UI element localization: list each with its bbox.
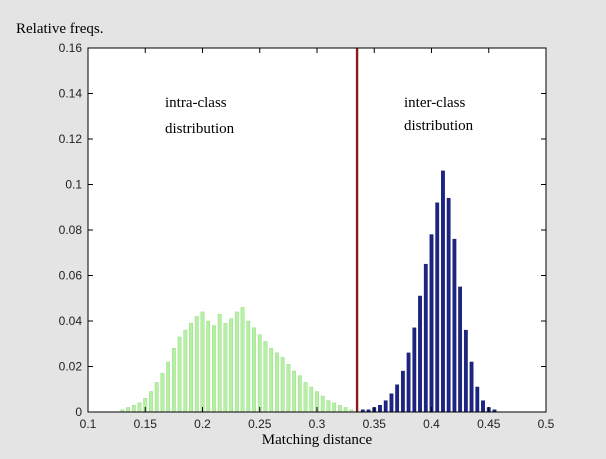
intra-class-bar [320, 395, 325, 413]
y-tick-label: 0.02 [59, 360, 83, 374]
y-tick-label: 0.04 [59, 314, 83, 328]
inter-class-bar [475, 386, 480, 413]
intra-class-bar [286, 364, 291, 413]
x-tick-label: 0.5 [538, 417, 555, 431]
inter-class-bar [418, 295, 422, 413]
inter-class-bar [406, 352, 411, 413]
intra-class-bar [171, 348, 176, 413]
x-tick-label: 0.1 [80, 417, 97, 431]
intra-class-bar [252, 327, 256, 413]
intra-class-bar [166, 361, 171, 413]
x-tick-label: 0.15 [134, 417, 158, 431]
intra-class-bar [183, 329, 188, 413]
intra-class-bar [303, 382, 308, 413]
intra-class-bar [246, 320, 251, 413]
x-axis-ticks: 0.1 0.15 0.2 0.25 0.3 0.35 0.4 0.45 0.5 [80, 48, 555, 431]
intra-class-bar [297, 375, 302, 413]
y-tick-label: 0.14 [59, 87, 83, 101]
x-tick-label: 0.45 [477, 417, 501, 431]
inter-class-bar [400, 370, 405, 413]
intra-class-bar [229, 318, 234, 413]
inter-class-bar [395, 384, 400, 413]
x-tick-label: 0.25 [248, 417, 272, 431]
intra-class-bar [263, 341, 268, 413]
intra-class-bar [234, 311, 239, 413]
inter-class-bar [412, 327, 417, 413]
inter-class-bar [383, 400, 388, 413]
inter-class-bar [441, 170, 445, 413]
inter-class-bar [469, 361, 474, 413]
intra-class-bar [343, 407, 348, 413]
y-tick-label: 0 [75, 405, 82, 419]
y-tick-label: 0.06 [59, 269, 83, 283]
x-axis-label: Matching distance [262, 432, 373, 448]
intra-class-bar [280, 357, 285, 413]
intra-class-bar [137, 402, 142, 413]
y-tick-label: 0.1 [65, 178, 82, 192]
intra-class-annotation-line1: intra-class [165, 95, 227, 111]
intra-class-bar [126, 407, 130, 413]
intra-class-bar [177, 336, 182, 413]
inter-class-bar [463, 329, 468, 413]
y-tick-label: 0.12 [59, 132, 83, 146]
intra-class-bar [189, 323, 193, 413]
intra-class-bar [194, 316, 199, 413]
x-tick-label: 0.35 [363, 417, 387, 431]
inter-class-bar [429, 234, 434, 413]
x-tick-label: 0.2 [194, 417, 211, 431]
inter-class-bars [360, 170, 497, 413]
inter-class-bar [423, 263, 428, 413]
intra-class-bar [200, 311, 205, 413]
inter-class-bar [458, 286, 463, 413]
inter-class-bar [446, 197, 451, 413]
intra-class-bar [338, 404, 342, 413]
inter-class-bar [435, 202, 440, 413]
intra-class-annotation-line2: distribution [165, 121, 235, 137]
inter-class-bar [389, 393, 394, 413]
intra-class-bar [309, 386, 314, 413]
inter-class-bar [481, 400, 485, 413]
intra-class-bar [292, 370, 296, 413]
intra-class-bar [240, 307, 245, 413]
intra-class-bar [131, 404, 136, 413]
intra-class-bar [160, 373, 165, 413]
intra-class-bar [275, 352, 279, 413]
intra-class-bar [149, 391, 153, 413]
intra-class-bar [223, 323, 228, 413]
intra-class-bar [332, 402, 337, 413]
inter-class-annotation-line1: inter-class [404, 95, 466, 111]
intra-class-bar [257, 334, 262, 413]
intra-class-bar [269, 348, 274, 413]
intra-class-bar [217, 313, 222, 413]
inter-class-bar [452, 238, 457, 413]
x-tick-label: 0.3 [309, 417, 326, 431]
inter-class-bar [378, 404, 382, 413]
intra-class-bar [154, 382, 159, 413]
intra-class-bar [326, 400, 331, 413]
inter-class-annotation-line2: distribution [404, 118, 474, 134]
x-tick-label: 0.4 [423, 417, 440, 431]
plot-area [88, 48, 546, 412]
y-tick-label: 0.08 [59, 223, 83, 237]
y-axis-ticks: 0 0.02 0.04 0.06 0.08 0.1 0.12 0.14 0.16 [59, 41, 546, 419]
y-tick-label: 0.16 [59, 41, 83, 55]
y-axis-label: Relative freqs. [16, 21, 103, 37]
intra-class-bar [212, 325, 216, 413]
intra-class-bar [206, 320, 211, 413]
